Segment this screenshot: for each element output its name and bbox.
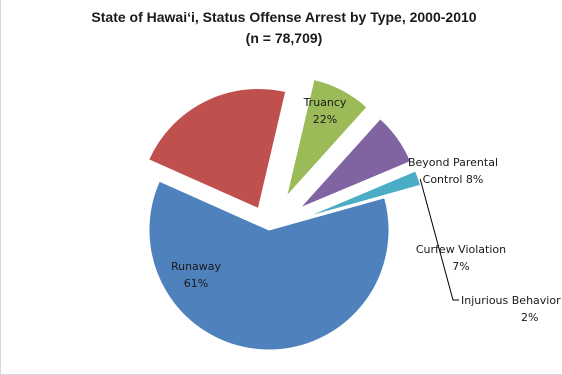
chart-title: State of Hawaiʻi, Status Offense Arrest …	[91, 9, 476, 25]
data-label-runaway: Runaway 61%	[171, 260, 222, 290]
data-labels: Truancy 22% Beyond Parental Control 8% Curfe…	[171, 96, 561, 324]
data-label-curfew-violation: Curfew Violation 7%	[416, 243, 506, 273]
data-label-injurious-behavior: Injurious Behavior 2%	[461, 294, 561, 324]
leader-line-injurious-behavior	[419, 178, 459, 301]
data-label-truancy: Truancy 22%	[303, 96, 347, 126]
chart-subtitle: (n = 78,709)	[246, 30, 323, 46]
pie-slice-runaway	[148, 180, 390, 351]
pie-slice-beyond-parental-control	[286, 78, 368, 197]
pie-slice-injurious-behavior	[304, 170, 422, 218]
pie-slices	[148, 78, 422, 351]
pie-slice-curfew-violation	[299, 118, 412, 209]
data-label-beyond-parental-control: Beyond Parental Control 8%	[408, 156, 498, 186]
pie-slice-truancy	[148, 88, 287, 210]
